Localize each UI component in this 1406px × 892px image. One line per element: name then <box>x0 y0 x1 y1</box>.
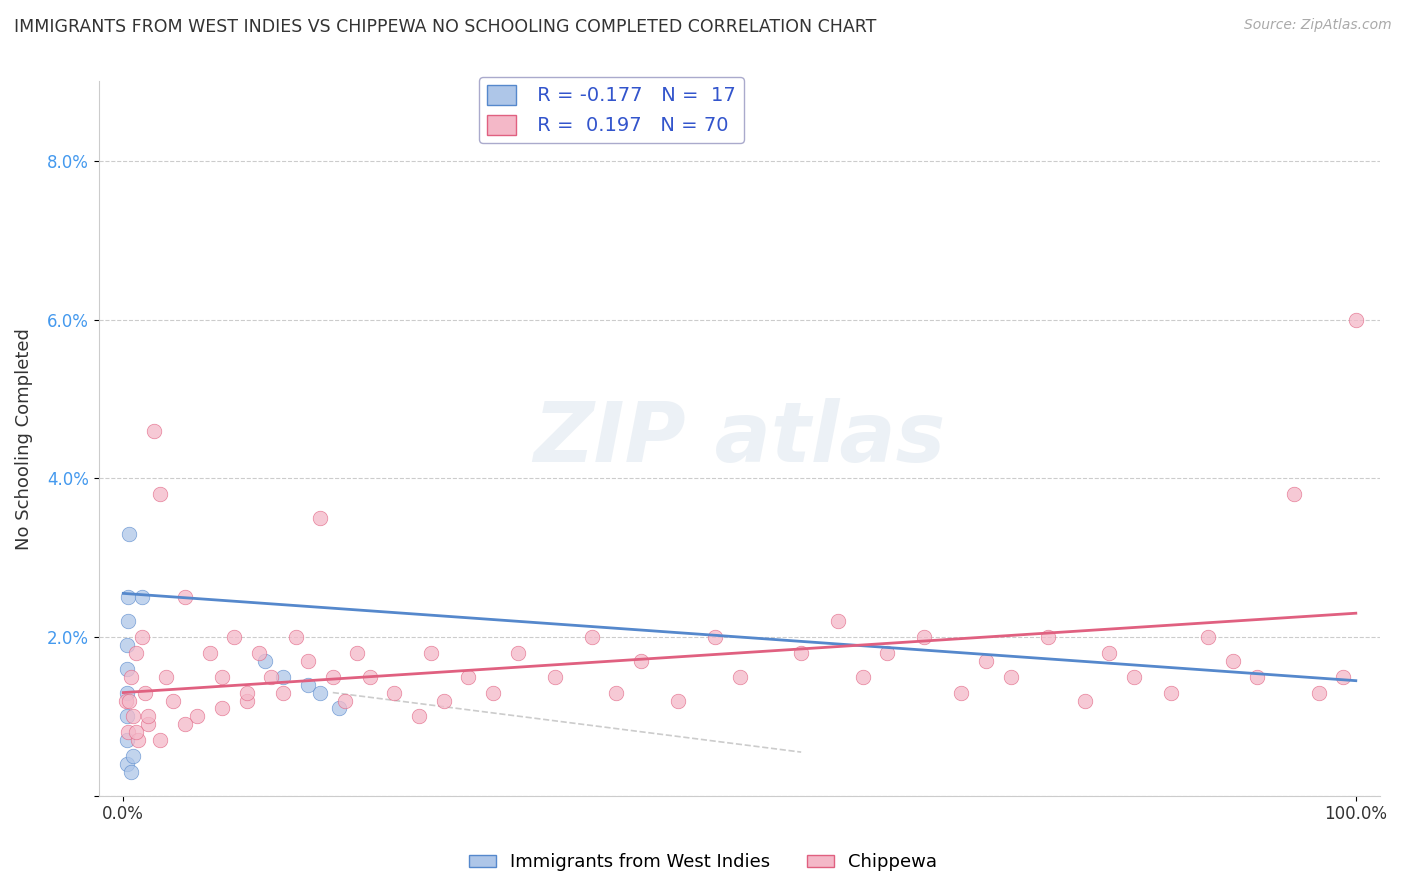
Point <box>333 693 356 707</box>
Point <box>131 630 153 644</box>
Y-axis label: No Schooling Completed: No Schooling Completed <box>15 327 32 549</box>
Point <box>359 670 381 684</box>
Point <box>322 670 344 684</box>
Point <box>482 685 505 699</box>
Point <box>581 630 603 644</box>
Point <box>666 693 689 707</box>
Point <box>115 757 138 772</box>
Point <box>297 678 319 692</box>
Point <box>149 487 172 501</box>
Point <box>1098 646 1121 660</box>
Point <box>136 709 159 723</box>
Point <box>155 670 177 684</box>
Point <box>297 654 319 668</box>
Text: ZIP atlas: ZIP atlas <box>533 398 946 479</box>
Point <box>703 630 725 644</box>
Point <box>605 685 627 699</box>
Point <box>115 709 138 723</box>
Point <box>134 685 156 699</box>
Point <box>235 693 257 707</box>
Point <box>1282 487 1305 501</box>
Point <box>118 526 141 541</box>
Point <box>120 764 142 779</box>
Point <box>198 646 221 660</box>
Point <box>1222 654 1244 668</box>
Point <box>1308 685 1330 699</box>
Point <box>115 685 138 699</box>
Point <box>408 709 430 723</box>
Text: Source: ZipAtlas.com: Source: ZipAtlas.com <box>1244 18 1392 32</box>
Point <box>122 709 145 723</box>
Point <box>1160 685 1182 699</box>
Point <box>506 646 529 660</box>
Point <box>120 670 142 684</box>
Point <box>174 591 197 605</box>
Point <box>149 733 172 747</box>
Point <box>117 614 139 628</box>
Point <box>790 646 813 660</box>
Point <box>124 725 146 739</box>
Point <box>543 670 565 684</box>
Point <box>912 630 935 644</box>
Point <box>433 693 456 707</box>
Point <box>284 630 307 644</box>
Point <box>384 685 406 699</box>
Point <box>1344 312 1367 326</box>
Point <box>974 654 997 668</box>
Text: IMMIGRANTS FROM WEST INDIES VS CHIPPEWA NO SCHOOLING COMPLETED CORRELATION CHART: IMMIGRANTS FROM WEST INDIES VS CHIPPEWA … <box>14 18 876 36</box>
Point <box>728 670 751 684</box>
Point <box>211 670 233 684</box>
Point <box>115 733 138 747</box>
Point <box>328 701 350 715</box>
Point <box>827 614 849 628</box>
Point <box>136 717 159 731</box>
Point <box>117 725 139 739</box>
Point <box>420 646 443 660</box>
Point <box>1246 670 1268 684</box>
Point <box>114 693 136 707</box>
Point <box>117 591 139 605</box>
Point <box>115 662 138 676</box>
Point <box>131 591 153 605</box>
Point <box>950 685 973 699</box>
Point <box>174 717 197 731</box>
Point <box>118 693 141 707</box>
Point <box>211 701 233 715</box>
Point <box>309 511 332 525</box>
Point <box>127 733 149 747</box>
Point <box>273 670 295 684</box>
Point <box>273 685 295 699</box>
Point <box>253 654 276 668</box>
Point <box>1036 630 1059 644</box>
Legend: Immigrants from West Indies, Chippewa: Immigrants from West Indies, Chippewa <box>461 847 945 879</box>
Point <box>235 685 257 699</box>
Point <box>852 670 875 684</box>
Point <box>247 646 270 660</box>
Point <box>630 654 652 668</box>
Legend:  R = -0.177   N =  17,  R =  0.197   N = 70: R = -0.177 N = 17, R = 0.197 N = 70 <box>479 77 744 144</box>
Point <box>186 709 208 723</box>
Point <box>457 670 479 684</box>
Point <box>876 646 898 660</box>
Point <box>1197 630 1219 644</box>
Point <box>309 685 332 699</box>
Point <box>346 646 368 660</box>
Point <box>143 424 166 438</box>
Point <box>162 693 184 707</box>
Point <box>1000 670 1022 684</box>
Point <box>122 749 145 764</box>
Point <box>115 638 138 652</box>
Point <box>1123 670 1146 684</box>
Point <box>224 630 246 644</box>
Point <box>1073 693 1095 707</box>
Point <box>1333 670 1355 684</box>
Point <box>260 670 283 684</box>
Point <box>124 646 146 660</box>
